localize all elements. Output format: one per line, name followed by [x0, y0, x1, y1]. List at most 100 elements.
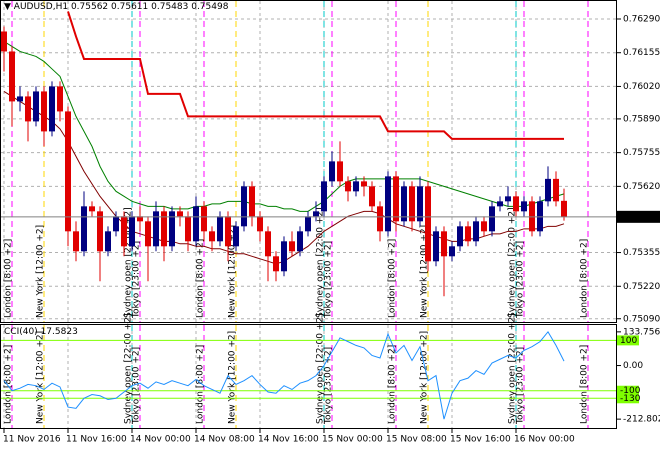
main-panel-frame: [0, 0, 617, 323]
candle-body: [337, 161, 343, 182]
candle-body: [129, 216, 135, 247]
candle-body: [425, 186, 431, 262]
session-label: London [8:00 +2]: [580, 345, 590, 424]
candle-body: [137, 216, 143, 222]
level-label: -100: [620, 386, 641, 396]
candle-body: [281, 241, 287, 272]
y-tick-label: 0.75620: [623, 182, 660, 192]
candle-body: [201, 206, 207, 232]
session-label: Sydney open [22:00 +2]: [124, 313, 134, 424]
candle-body: [57, 86, 63, 112]
session-label: New York [12:00 +2]: [420, 331, 430, 424]
header-open: 0.75562: [70, 2, 109, 12]
candle-body: [153, 211, 159, 247]
session-label: Tokyo [23:00 +2]: [132, 347, 142, 425]
cci-panel-frame: [0, 324, 617, 429]
candle-body: [369, 186, 375, 207]
candle-body: [97, 211, 103, 252]
session-label: Tokyo [23:00 +2]: [324, 241, 334, 319]
candle-body: [169, 211, 175, 247]
session-label: Tokyo [23:00 +2]: [516, 241, 526, 319]
candle-body: [561, 200, 567, 217]
candle-body: [409, 186, 415, 222]
x-tick-label: 15 Nov 00:00: [322, 435, 383, 445]
candle-body: [457, 226, 463, 247]
candle-body: [41, 91, 47, 132]
candle-body: [145, 221, 151, 247]
candle-body: [249, 186, 255, 217]
level-label: 100: [620, 336, 637, 346]
candle-body: [233, 226, 239, 247]
candle-body: [441, 231, 447, 257]
candle-body: [377, 206, 383, 232]
candle-body: [417, 186, 423, 222]
candle-body: [113, 216, 119, 232]
session-label: New York [12:00 +2]: [420, 225, 430, 318]
candle-body: [217, 216, 223, 242]
y-tick-label: 0.76020: [623, 82, 660, 92]
candle-body: [481, 221, 487, 232]
candle-body: [393, 176, 399, 222]
session-label: New York [12:00 +2]: [228, 225, 238, 318]
candle-body: [345, 181, 351, 192]
session-label: New York [12:00 +2]: [36, 225, 46, 318]
candle-body: [273, 256, 279, 272]
candle-body: [361, 181, 367, 187]
candle-body: [105, 231, 111, 252]
candle-body: [329, 161, 335, 182]
candle-body: [265, 231, 271, 257]
session-label: London [8:00 +2]: [196, 345, 206, 424]
y-tick-label: 0.75090: [623, 314, 660, 324]
level-tag: [617, 335, 639, 346]
y-tick-label: 0.75890: [623, 114, 660, 124]
session-label: London [8:00 +2]: [196, 239, 206, 318]
y-tick-label: 0.75355: [623, 248, 660, 258]
candle-body: [49, 86, 55, 132]
candle-body: [401, 186, 407, 222]
candle-body: [297, 231, 303, 252]
price-tag: [617, 210, 660, 223]
indicator-line: [3, 41, 565, 212]
session-label: Sydney open [22:00 +2]: [508, 313, 518, 424]
candle-body: [433, 231, 439, 262]
symbol: AUDUSD,H1: [13, 2, 69, 12]
session-label: New York [12:00 +2]: [228, 331, 238, 424]
candle-body: [185, 216, 191, 242]
candle-body: [177, 211, 183, 217]
candle-body: [505, 196, 511, 202]
candle-body: [553, 178, 559, 202]
candle-body: [241, 186, 247, 227]
header-close: 0.75498: [191, 2, 229, 12]
candle-body: [9, 51, 15, 102]
candle-body: [521, 201, 527, 212]
header-low: 0.75483: [151, 2, 189, 12]
level-tag: [617, 393, 639, 404]
session-label: Tokyo [23:00 +2]: [132, 241, 142, 319]
candle-body: [289, 241, 295, 252]
session-label: Sydney open [22:00 +2]: [316, 207, 326, 318]
candle-body: [489, 206, 495, 232]
candle-body: [321, 181, 327, 212]
candle-body: [73, 231, 79, 252]
indicator-line: [67, 11, 564, 140]
candle-body: [25, 96, 31, 122]
candle-body: [17, 96, 23, 102]
session-label: Tokyo [23:00 +2]: [324, 347, 334, 425]
x-tick-label: 11 Nov 16:00: [66, 435, 127, 445]
candle-body: [545, 178, 551, 202]
session-label: London [8:00 +2]: [4, 239, 14, 318]
x-tick-label: 11 Nov 2016: [3, 435, 61, 445]
candle-body: [385, 176, 391, 232]
candle-body: [65, 111, 71, 232]
x-tick-label: 15 Nov 08:00: [386, 435, 447, 445]
session-label: Sydney open [22:00 +2]: [124, 207, 134, 318]
y-tick-label: 0.76290: [623, 14, 660, 24]
cci-title: CCI(40): [4, 327, 38, 337]
y-tick-label: 0.75220: [623, 282, 660, 292]
cci-line: [3, 330, 565, 420]
candle-body: [497, 201, 503, 207]
price-tag-label: 0.75498: [622, 212, 659, 222]
candle-body: [353, 181, 359, 192]
header-icon: ▼: [4, 2, 11, 12]
